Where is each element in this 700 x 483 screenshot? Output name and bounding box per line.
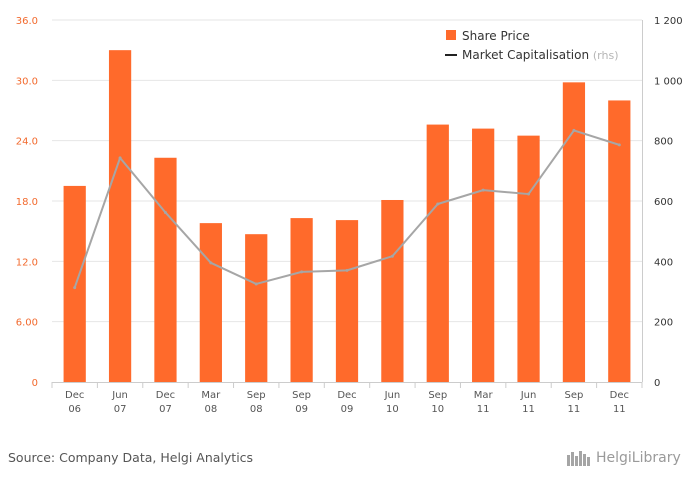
x-tick-label: 07: [114, 404, 127, 415]
x-tick-label: 11: [613, 404, 626, 415]
share-price-bar: [63, 185, 86, 382]
x-tick-label: 10: [386, 404, 399, 415]
share-price-bar: [290, 218, 313, 382]
x-tick-label: 09: [341, 404, 354, 415]
x-tick-label: Dec: [337, 390, 356, 401]
y-left-tick-label: 36.0: [16, 16, 38, 27]
brand-name: HelgiLibrary: [596, 450, 681, 466]
chart: 0 6.00 12.0 18.0 24.0 30.0 36.0 0 200 400 600 800 1 …: [16, 16, 683, 415]
source-note: Source: Company Data, Helgi Analytics: [8, 450, 254, 465]
y-right-tick-label: 0: [654, 378, 660, 389]
market-cap-point: [481, 188, 485, 192]
share-price-bar: [381, 199, 404, 382]
x-tick-label: Sep: [292, 390, 311, 401]
gridlines: [52, 19, 642, 323]
share-price-bar: [472, 128, 495, 382]
share-price-bar: [608, 100, 631, 382]
share-price-bar: [562, 82, 586, 382]
x-tick-label: Jun: [111, 390, 128, 401]
x-tick-label: Sep: [564, 390, 583, 401]
market-cap-line: [73, 128, 621, 290]
y-right-tick-label: 1 200: [654, 16, 683, 27]
y-left-tick-label: 0: [32, 378, 38, 389]
market-cap-point: [617, 143, 621, 147]
market-cap-point: [300, 270, 304, 274]
market-cap-point: [163, 210, 167, 214]
x-tick-label: Mar: [201, 390, 221, 401]
market-cap-point: [436, 202, 440, 206]
legend-swatch-share-price: [446, 30, 456, 40]
x-tick-label: 07: [159, 404, 172, 415]
share-price-bar: [199, 223, 222, 382]
legend-label-share-price: Share Price: [462, 29, 530, 43]
y-right-tick-label: 800: [654, 137, 673, 148]
x-tick-label: Dec: [156, 390, 175, 401]
y-left-tick-label: 18.0: [16, 197, 38, 208]
x-tick-label: Jun: [384, 390, 401, 401]
x-tick-label: 11: [522, 404, 535, 415]
x-tick-label: Sep: [428, 390, 447, 401]
x-tick-label: Sep: [247, 390, 266, 401]
market-cap-point: [118, 156, 122, 160]
x-tick-label: 06: [68, 404, 81, 415]
share-price-bar: [335, 220, 359, 382]
x-tick-label: 09: [295, 404, 308, 415]
y-left-tick-label: 12.0: [16, 257, 38, 268]
x-tick-label: Dec: [610, 390, 629, 401]
market-cap-point: [572, 128, 576, 132]
x-tick-label: 11: [568, 404, 581, 415]
x-tick-label: 08: [204, 404, 217, 415]
legend-label-market-cap: Market Capitalisation (rhs): [462, 48, 619, 62]
share-price-bar: [154, 157, 177, 382]
x-tick-label: Dec: [65, 390, 84, 401]
y-right-tick-label: 600: [654, 197, 673, 208]
share-price-bar: [517, 135, 540, 382]
market-cap-point: [73, 286, 77, 290]
brand-logo: HelgiLibrary: [566, 449, 681, 467]
share-price-bar: [245, 234, 268, 382]
y-left-tick-label: 24.0: [16, 137, 38, 148]
x-tick-label: Mar: [474, 390, 494, 401]
share-price-bar: [108, 50, 132, 383]
axes: 0 6.00 12.0 18.0 24.0 30.0 36.0 0 200 400 600 800 1 …: [16, 16, 683, 415]
market-cap-point: [345, 268, 349, 272]
y-right-tick-label: 200: [654, 318, 673, 329]
x-tick-label: Jun: [520, 390, 537, 401]
share-price-bars: [63, 50, 631, 383]
library-icon: [567, 451, 590, 466]
legend-label-rhs: (rhs): [593, 49, 619, 62]
legend: Share Price Market Capitalisation (rhs): [445, 29, 619, 62]
x-tick-label: 10: [431, 404, 444, 415]
market-cap-point: [209, 261, 213, 265]
market-cap-point: [390, 254, 394, 258]
y-right-tick-label: 1 000: [654, 76, 683, 87]
share-price-bar: [426, 124, 449, 383]
market-cap-point: [254, 282, 258, 286]
y-left-tick-label: 6.00: [16, 318, 38, 329]
market-cap-point: [527, 192, 531, 196]
y-right-tick-label: 400: [654, 257, 673, 268]
x-tick-label: 11: [477, 404, 490, 415]
x-tick-label: 08: [250, 404, 263, 415]
y-left-tick-label: 30.0: [16, 76, 38, 87]
